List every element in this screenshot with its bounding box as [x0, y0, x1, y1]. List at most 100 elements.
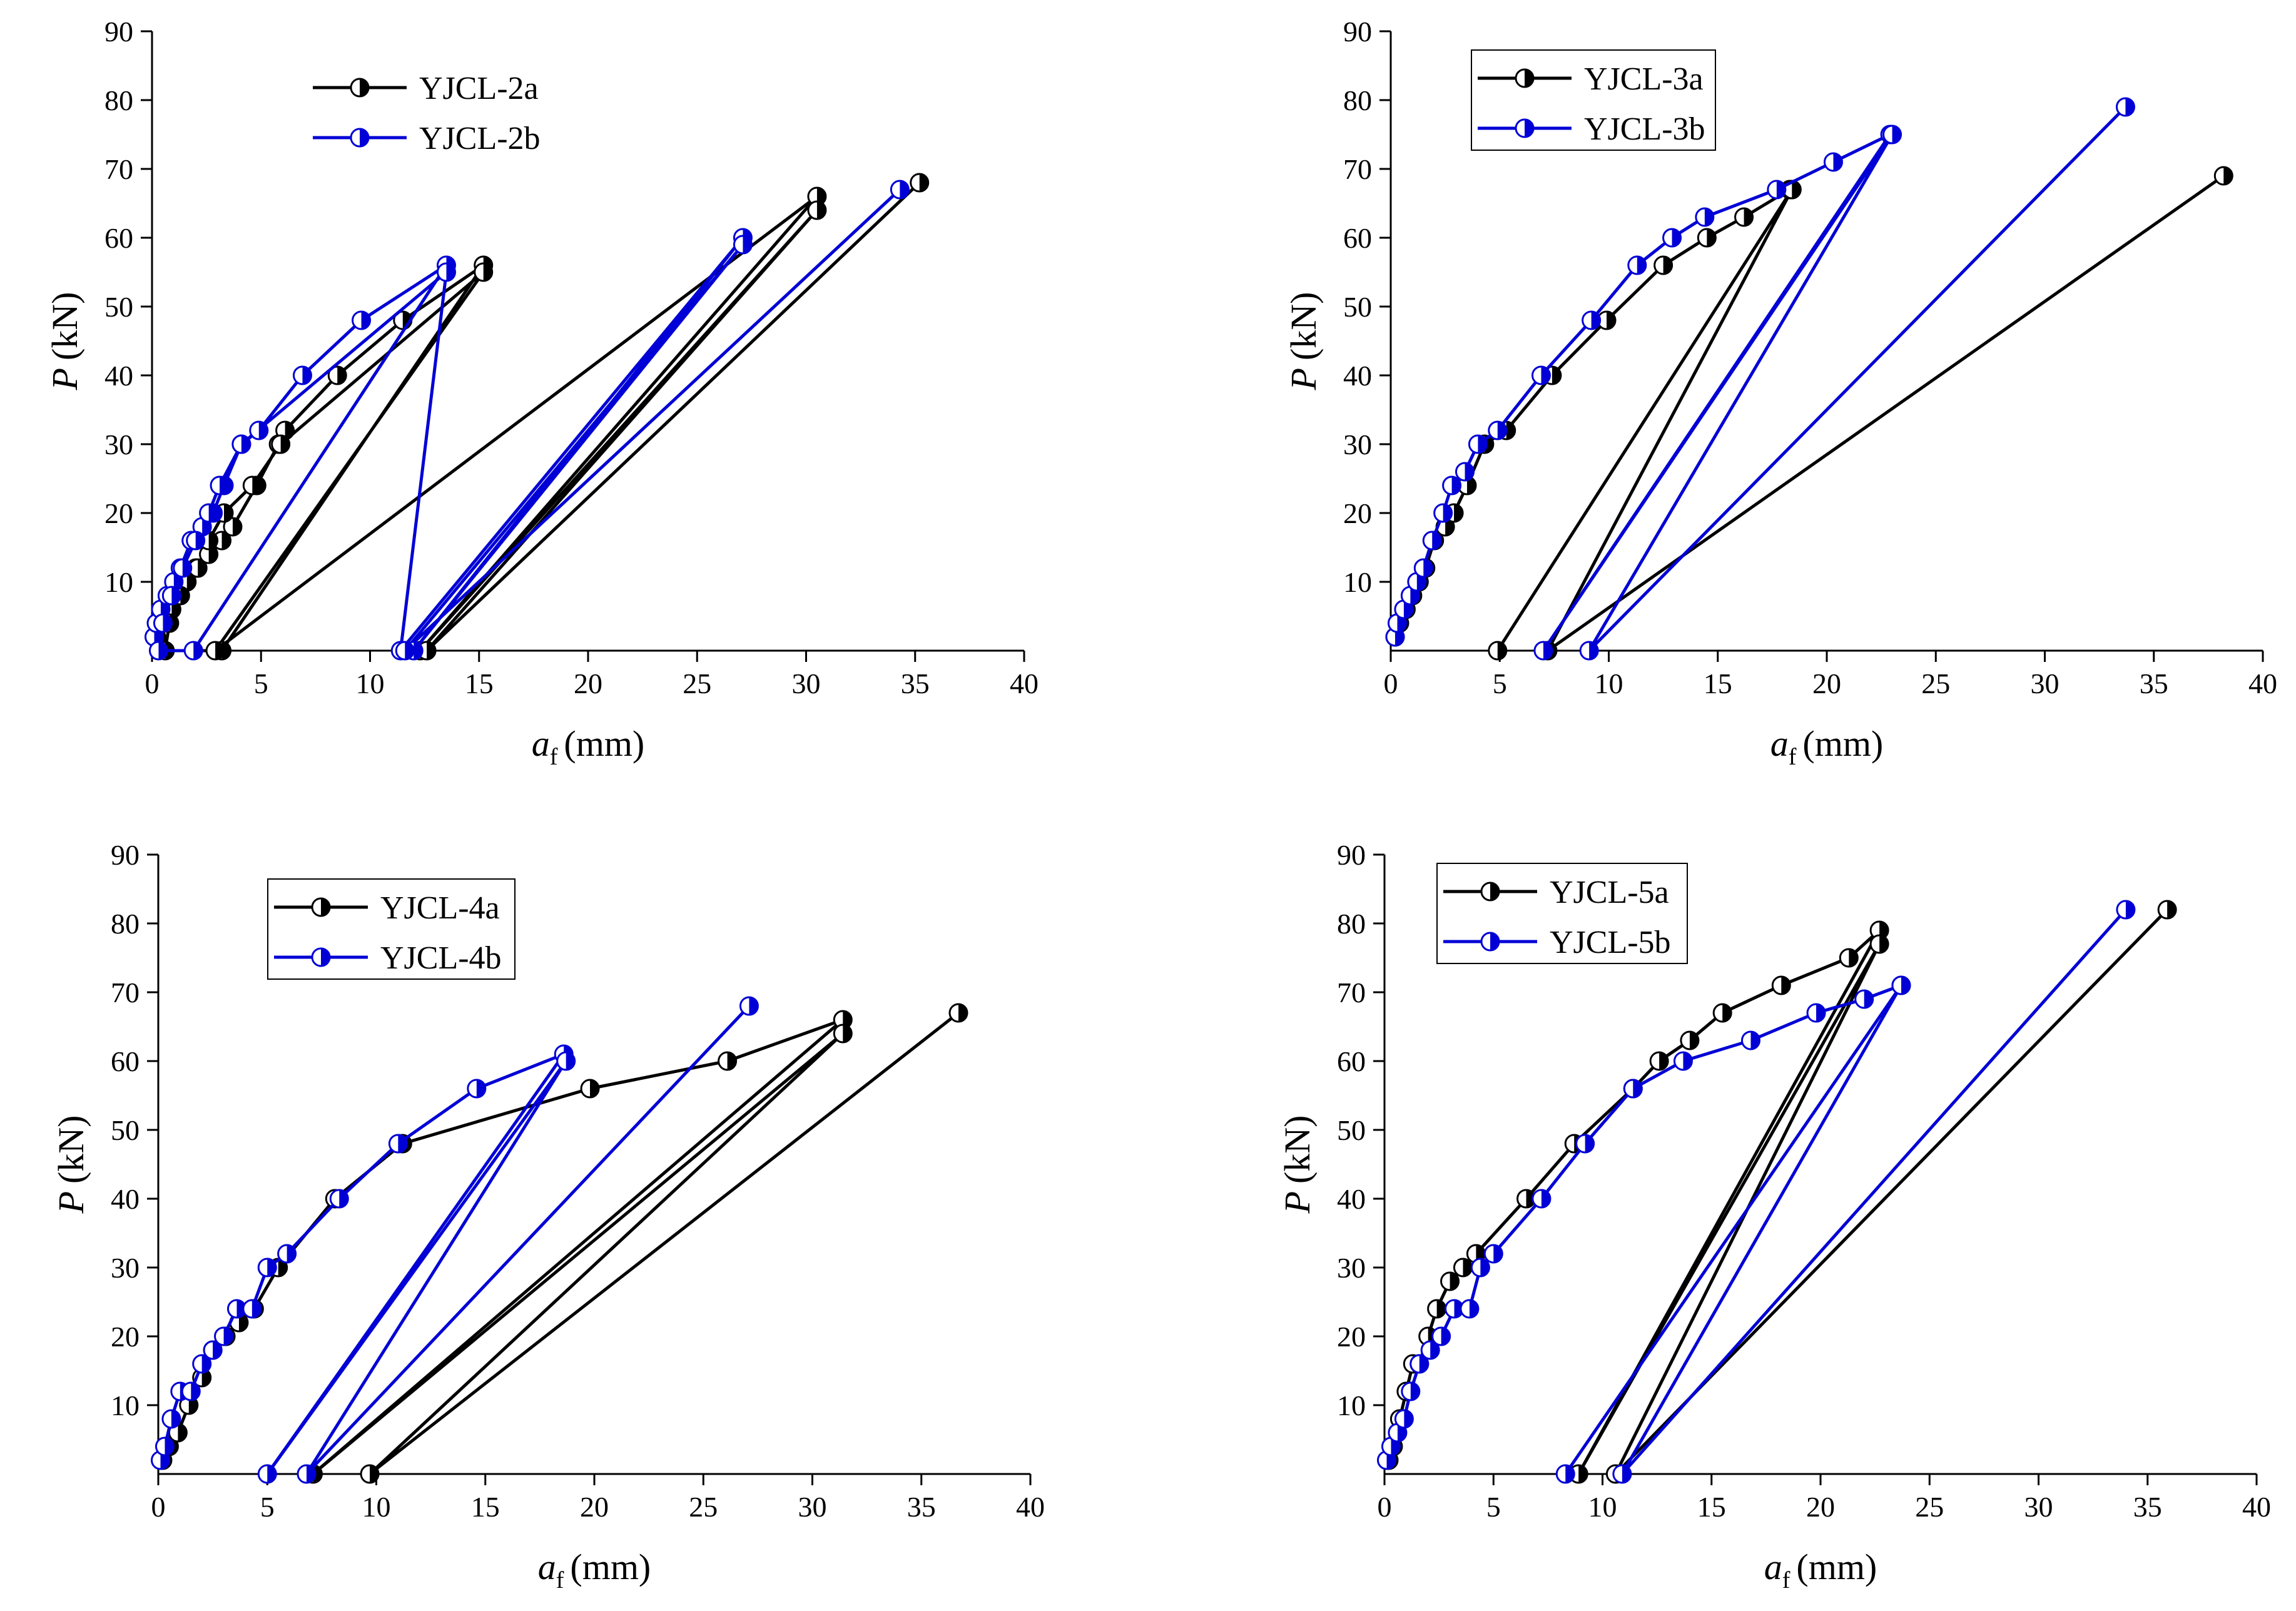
x-axis-label: af (mm)	[538, 1547, 651, 1593]
y-tick-label: 50	[104, 291, 133, 323]
data-point	[161, 1409, 181, 1429]
x-tick-label: 5	[1486, 1491, 1501, 1523]
data-point	[1627, 255, 1647, 275]
x-tick-label: 20	[1806, 1491, 1835, 1523]
x-tick-label: 20	[1812, 668, 1841, 699]
data-point	[2157, 900, 2177, 920]
data-point	[1516, 1189, 1537, 1209]
legend-label: YJCL-3b	[1584, 111, 1705, 147]
x-tick-label: 35	[2133, 1491, 2162, 1523]
data-point	[1555, 1464, 1575, 1484]
y-tick-label: 70	[1343, 153, 1372, 185]
data-point	[807, 200, 827, 220]
y-tick-label: 90	[1337, 839, 1366, 871]
data-point	[242, 475, 262, 495]
data-point	[474, 262, 494, 282]
y-tick-label: 20	[111, 1321, 140, 1353]
y-tick-label: 20	[1343, 497, 1372, 529]
data-point	[1653, 255, 1674, 275]
y-tick-label: 80	[1343, 84, 1372, 116]
x-tick-label: 15	[471, 1491, 500, 1523]
data-point	[257, 1464, 277, 1484]
data-point	[1823, 152, 1843, 172]
data-point	[1445, 1299, 1465, 1319]
series-line-YJCL-3a	[1393, 174, 2225, 653]
data-point	[1413, 558, 1433, 578]
data-point	[718, 1051, 738, 1071]
legend-box	[1471, 49, 1716, 151]
x-tick-label: 10	[1588, 1491, 1617, 1523]
data-point	[890, 180, 910, 200]
data-point	[388, 1134, 408, 1154]
data-point	[249, 420, 269, 440]
data-point	[311, 897, 331, 917]
y-axis-label: P(kN)	[1283, 292, 1324, 391]
data-point	[1410, 1354, 1430, 1374]
data-point	[292, 365, 312, 385]
data-point	[210, 475, 230, 495]
data-point	[1697, 228, 1717, 248]
x-tick-label: 25	[1915, 1491, 1944, 1523]
data-point	[556, 1051, 576, 1071]
data-point	[1468, 434, 1488, 454]
data-point	[1533, 641, 1553, 661]
data-point	[1401, 1381, 1421, 1401]
data-point	[1480, 882, 1500, 902]
legend: YJCL-5a YJCL-5b	[1436, 863, 1688, 964]
data-point	[183, 641, 203, 661]
data-point	[1532, 1189, 1552, 1209]
data-point	[153, 613, 173, 633]
data-point	[580, 1079, 600, 1099]
data-point	[181, 1381, 201, 1401]
chart-panel-2: 0 5 10 15 20 25 30 35 40 10 20 30 40 50 60 70 80 90 af (mm)…	[1283, 16, 2277, 770]
x-tick-label: 0	[145, 668, 160, 699]
x-tick-label: 15	[1697, 1491, 1726, 1523]
x-tick-label: 25	[689, 1491, 718, 1523]
data-point	[231, 434, 251, 454]
y-tick-label: 40	[104, 360, 133, 392]
legend-label: YJCL-5a	[1550, 875, 1669, 910]
data-point	[297, 1464, 317, 1484]
data-point	[467, 1079, 487, 1099]
y-tick-label: 10	[111, 1390, 140, 1421]
data-point	[1612, 1464, 1632, 1484]
y-tick-label: 30	[1337, 1252, 1366, 1284]
data-point	[1806, 1003, 1826, 1023]
legend-box	[1436, 863, 1688, 964]
x-tick-label: 25	[1921, 668, 1950, 699]
data-point	[203, 1340, 223, 1360]
data-point	[1453, 1258, 1473, 1278]
data-point	[1440, 1271, 1460, 1291]
y-tick-label: 50	[1343, 291, 1372, 323]
data-point	[1420, 1340, 1440, 1360]
data-point	[311, 947, 331, 967]
legend-label: YJCL-4a	[380, 890, 500, 926]
data-point	[1394, 1409, 1414, 1429]
chart-panel-1: 0 5 10 15 20 25 30 35 40 10 20 30 40 50 60 70 80 90 af (mm)…	[44, 16, 1039, 770]
x-tick-label: 40	[1010, 668, 1039, 699]
y-tick-label: 40	[111, 1183, 140, 1215]
y-tick-label: 80	[111, 908, 140, 940]
y-tick-label: 90	[111, 839, 140, 871]
x-tick-label: 10	[362, 1491, 391, 1523]
data-point	[2213, 166, 2233, 186]
data-point	[395, 641, 415, 661]
data-point	[1740, 1030, 1760, 1050]
legend-label: YJCL-3a	[1584, 61, 1704, 97]
x-tick-label: 0	[1384, 668, 1398, 699]
x-tick-label: 40	[2248, 668, 2277, 699]
data-point	[1575, 1134, 1595, 1154]
data-point	[1891, 975, 1911, 995]
y-tick-label: 20	[104, 497, 133, 529]
x-tick-label: 0	[151, 1491, 166, 1523]
y-axis-label: P(kN)	[51, 1116, 91, 1214]
x-tick-label: 20	[580, 1491, 609, 1523]
y-tick-label: 60	[1337, 1045, 1366, 1077]
legend: YJCL-2a YJCL-2b	[313, 71, 541, 156]
y-tick-label: 30	[104, 429, 133, 460]
data-point	[1480, 932, 1500, 952]
data-point	[360, 1464, 380, 1484]
data-point	[1422, 531, 1442, 551]
y-tick-label: 40	[1343, 360, 1372, 392]
data-point	[1854, 989, 1874, 1009]
